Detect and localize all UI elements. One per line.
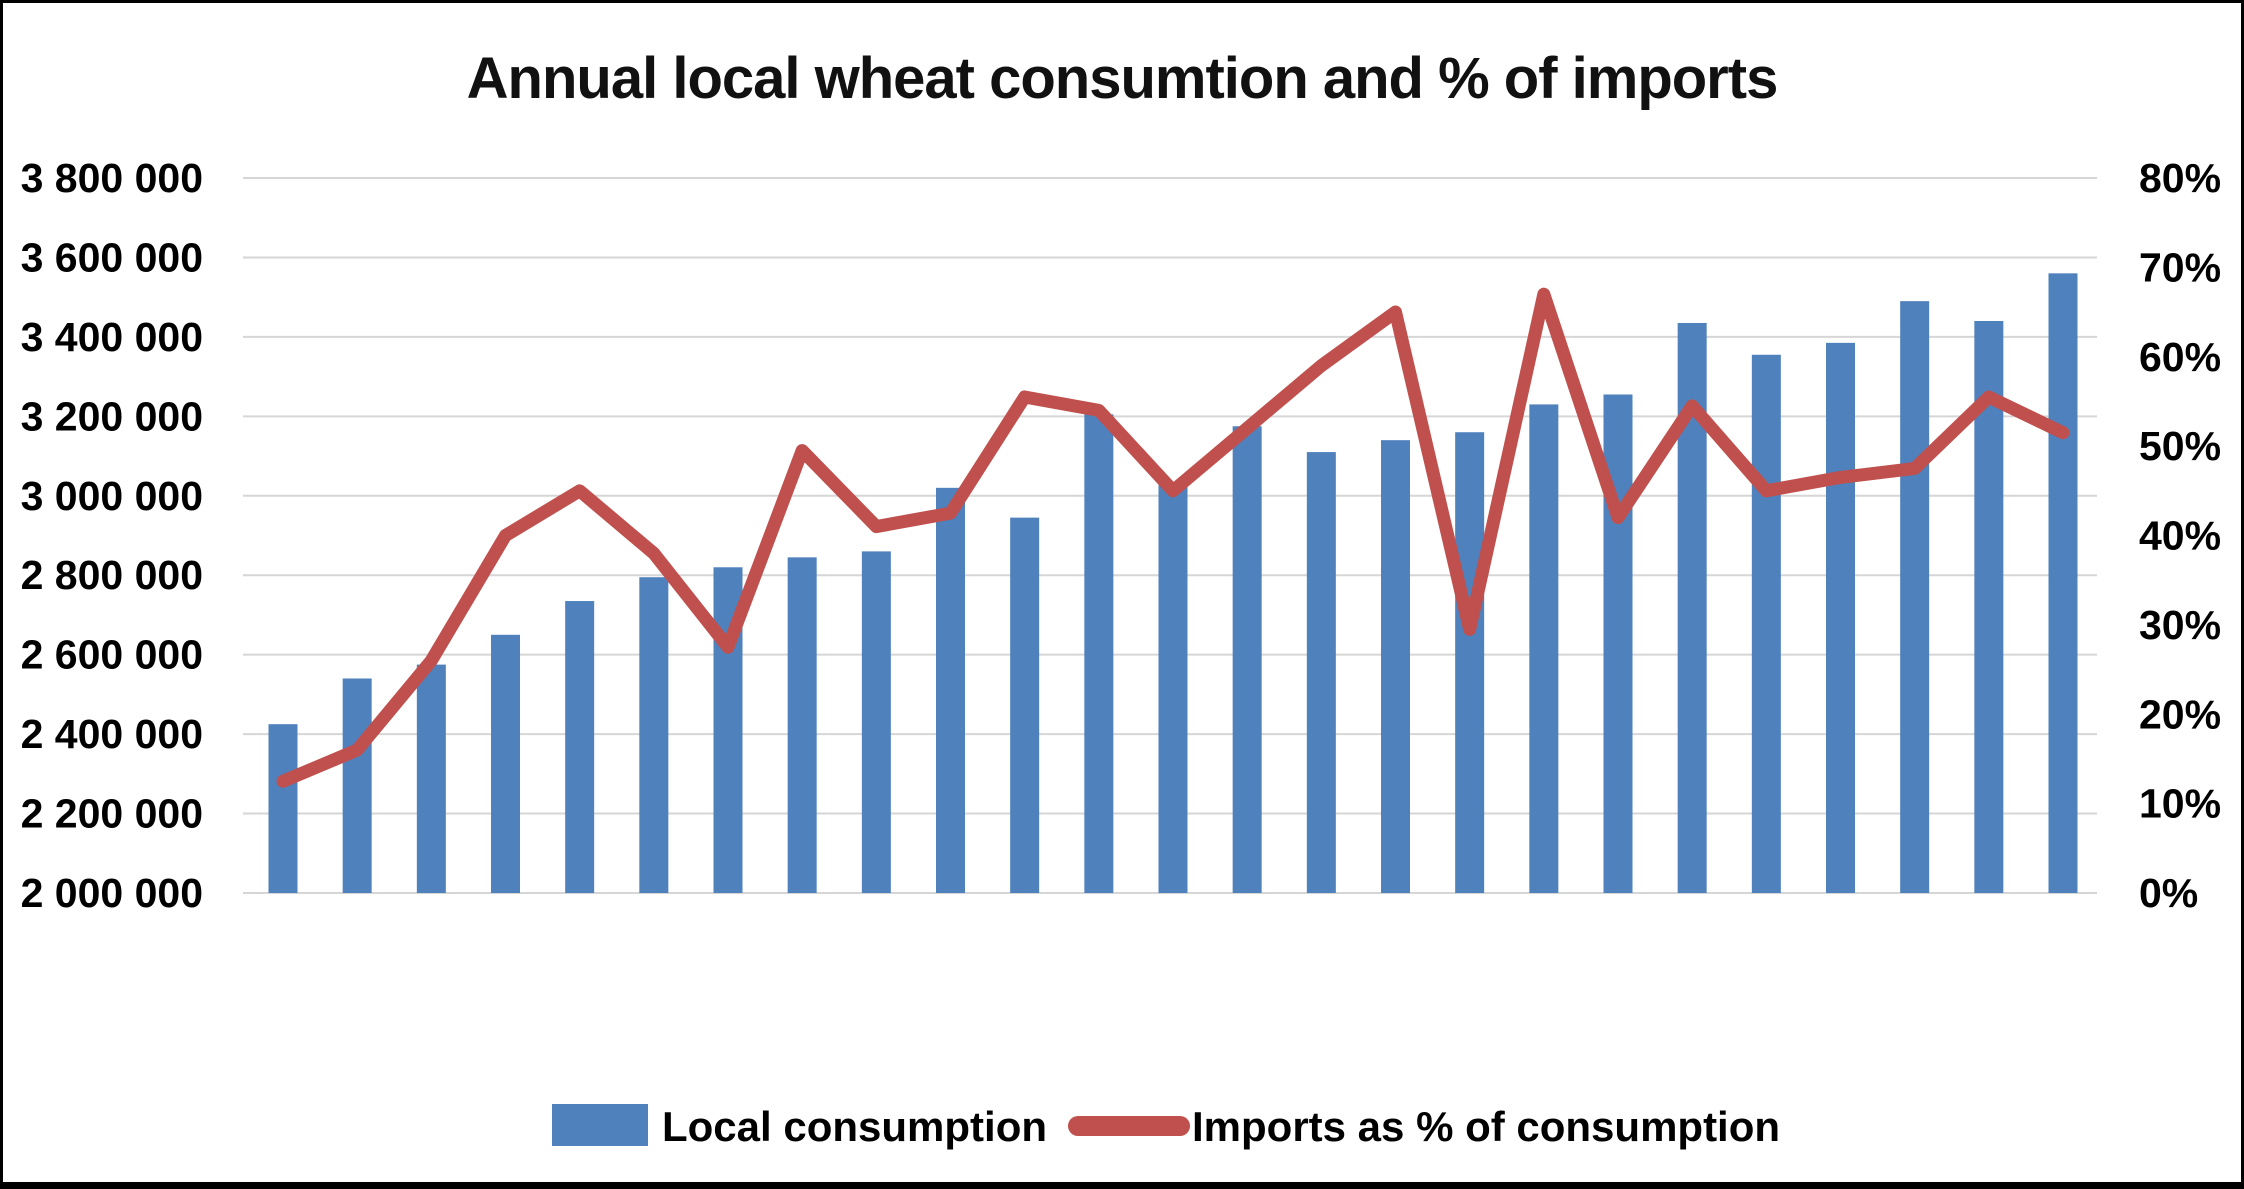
bar [1158,481,1188,893]
bar [861,551,891,893]
right-axis-tick-label: 10% [2139,781,2221,827]
bar [936,487,965,893]
left-axis-tick-labels: 3 800 000 3 600 000 3 400 000 3 200 000 3 00… [21,155,203,916]
bar [1900,301,1930,893]
bar [787,557,817,893]
left-axis-tick-label: 2 600 000 [21,632,203,678]
bar [1232,426,1262,893]
bar [416,664,446,893]
legend-label-imports-percent: Imports as % of consumption [1192,1103,1780,1150]
right-axis-tick-label: 0% [2139,870,2198,916]
right-axis-tick-label: 70% [2139,244,2221,290]
bar [1455,432,1485,893]
left-axis-tick-label: 2 200 000 [21,791,203,837]
bar [1974,321,2004,893]
bar [1529,404,1559,893]
right-axis-tick-label: 50% [2139,423,2221,469]
bar [1826,342,1855,893]
bar [491,634,520,893]
line-series-path [276,287,2070,788]
bar [2048,273,2078,893]
right-axis-tick-label: 60% [2139,334,2221,380]
bar [1084,414,1114,893]
left-axis-tick-label: 2 400 000 [21,711,203,757]
left-axis-tick-label: 3 000 000 [21,473,203,519]
right-axis-tick-label: 80% [2139,155,2221,201]
left-axis-tick-label: 3 200 000 [21,393,203,439]
bar [565,601,595,893]
bar [1751,354,1781,893]
right-axis-tick-label: 40% [2139,513,2221,559]
right-axis-tick-label: 30% [2139,602,2221,648]
right-axis-tick-label: 20% [2139,691,2221,737]
bar [1010,517,1040,893]
legend: Local consumption Imports as % of consum… [552,1103,1780,1150]
bar [342,678,372,893]
bar [268,724,298,893]
legend-bar-swatch-icon [552,1104,648,1146]
legend-label-local-consumption: Local consumption [662,1103,1047,1150]
left-axis-tick-label: 3 400 000 [21,314,203,360]
bar [1306,452,1336,893]
left-axis-tick-label: 3 800 000 [21,155,203,201]
bar [639,577,669,893]
left-axis-tick-label: 2 800 000 [21,552,203,598]
bar-series-local-consumption [268,273,2078,894]
left-axis-tick-label: 3 600 000 [21,234,203,280]
line-series-imports-percent [276,287,2070,788]
right-axis-tick-labels: 80% 70% 60% 50% 40% 30% 20% 10% 0% [2139,155,2221,916]
bar [1381,440,1410,893]
chart-title: Annual local wheat consumtion and % of i… [467,46,1778,111]
left-axis-tick-label: 2 000 000 [21,870,203,916]
